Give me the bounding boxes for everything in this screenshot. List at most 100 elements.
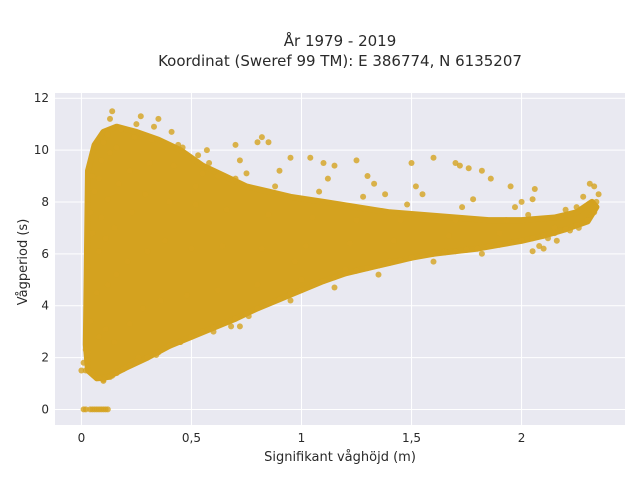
- data-point: [531, 186, 538, 192]
- data-point: [96, 175, 102, 182]
- data-point: [487, 175, 494, 182]
- data-points: [78, 108, 602, 413]
- data-point: [148, 136, 155, 143]
- y-tick-label: 2: [41, 351, 49, 365]
- data-point: [131, 134, 138, 141]
- data-point: [298, 276, 305, 283]
- data-point: [223, 206, 230, 213]
- data-point: [96, 333, 102, 340]
- data-point: [496, 241, 503, 248]
- data-point: [382, 191, 389, 198]
- data-point: [258, 134, 265, 141]
- data-point: [536, 243, 543, 249]
- data-point: [265, 211, 272, 218]
- data-point: [360, 193, 367, 200]
- data-point: [390, 237, 397, 244]
- data-point: [364, 265, 371, 272]
- data-point: [591, 183, 598, 190]
- data-point: [320, 278, 327, 284]
- data-point: [386, 259, 393, 266]
- data-point: [162, 237, 168, 244]
- data-point: [102, 235, 109, 242]
- data-point: [265, 300, 272, 307]
- data-point: [206, 160, 213, 166]
- data-point: [179, 144, 186, 151]
- data-point: [80, 359, 87, 366]
- data-point: [324, 175, 331, 182]
- data-point: [133, 121, 140, 128]
- data-point: [199, 328, 206, 335]
- data-point: [107, 115, 113, 122]
- x-tick-label: 1,5: [402, 431, 421, 445]
- y-tick-label: 4: [41, 299, 49, 313]
- data-point: [584, 217, 591, 224]
- data-point: [228, 323, 235, 330]
- data-point: [485, 243, 492, 249]
- data-point: [419, 191, 426, 198]
- data-point: [219, 243, 226, 249]
- x-axis-ticks: 0 0,5 1 1,5 2: [78, 431, 526, 445]
- data-point: [331, 162, 338, 169]
- data-point: [302, 243, 309, 249]
- data-point: [214, 287, 221, 294]
- data-point: [419, 252, 426, 259]
- data-point: [573, 204, 580, 211]
- data-point: [87, 209, 94, 216]
- data-point: [192, 183, 199, 190]
- data-point: [452, 248, 459, 255]
- data-point: [478, 167, 485, 174]
- data-point: [503, 217, 510, 224]
- data-point: [100, 376, 107, 383]
- data-point: [346, 240, 353, 247]
- data-point: [371, 180, 378, 187]
- data-point: [375, 271, 382, 278]
- data-point: [91, 372, 98, 379]
- x-tick-label: 2: [518, 431, 526, 445]
- x-tick-label: 1: [298, 431, 306, 445]
- data-point: [595, 191, 602, 198]
- data-point: [87, 318, 94, 325]
- data-point: [177, 339, 184, 345]
- chart-title-line-2: Koordinat (Sweref 99 TM): E 386774, N 61…: [158, 52, 522, 70]
- data-point: [115, 180, 122, 187]
- data-point: [331, 274, 338, 281]
- data-point: [507, 183, 514, 190]
- data-point: [85, 357, 91, 364]
- y-tick-label: 12: [34, 91, 49, 105]
- data-point: [111, 339, 118, 345]
- y-tick-label: 8: [41, 195, 49, 209]
- data-point: [118, 126, 124, 133]
- data-point: [199, 170, 206, 177]
- data-point: [232, 175, 239, 182]
- data-point: [155, 115, 162, 122]
- data-point: [287, 297, 294, 304]
- data-point: [232, 315, 239, 322]
- data-point: [465, 165, 472, 172]
- data-point: [593, 198, 600, 205]
- data-point: [463, 246, 470, 253]
- data-point: [232, 141, 239, 148]
- data-point: [214, 173, 221, 179]
- data-point: [580, 193, 587, 200]
- data-point: [107, 374, 113, 380]
- data-point: [397, 217, 404, 224]
- y-axis-ticks: 0 2 4 6 8 10 12: [34, 91, 49, 416]
- data-point: [151, 123, 157, 130]
- data-point: [408, 160, 415, 166]
- data-point: [236, 323, 243, 330]
- data-point: [558, 214, 565, 221]
- data-point: [78, 367, 85, 374]
- data-point: [184, 292, 190, 299]
- data-point: [591, 209, 598, 216]
- data-point: [445, 232, 452, 239]
- data-point: [408, 254, 415, 261]
- data-point: [107, 149, 113, 156]
- data-point: [129, 209, 135, 216]
- data-point: [254, 281, 261, 288]
- data-point: [430, 154, 437, 161]
- data-point: [553, 237, 560, 244]
- data-point: [82, 406, 89, 413]
- data-point: [529, 196, 536, 203]
- data-point: [441, 249, 448, 256]
